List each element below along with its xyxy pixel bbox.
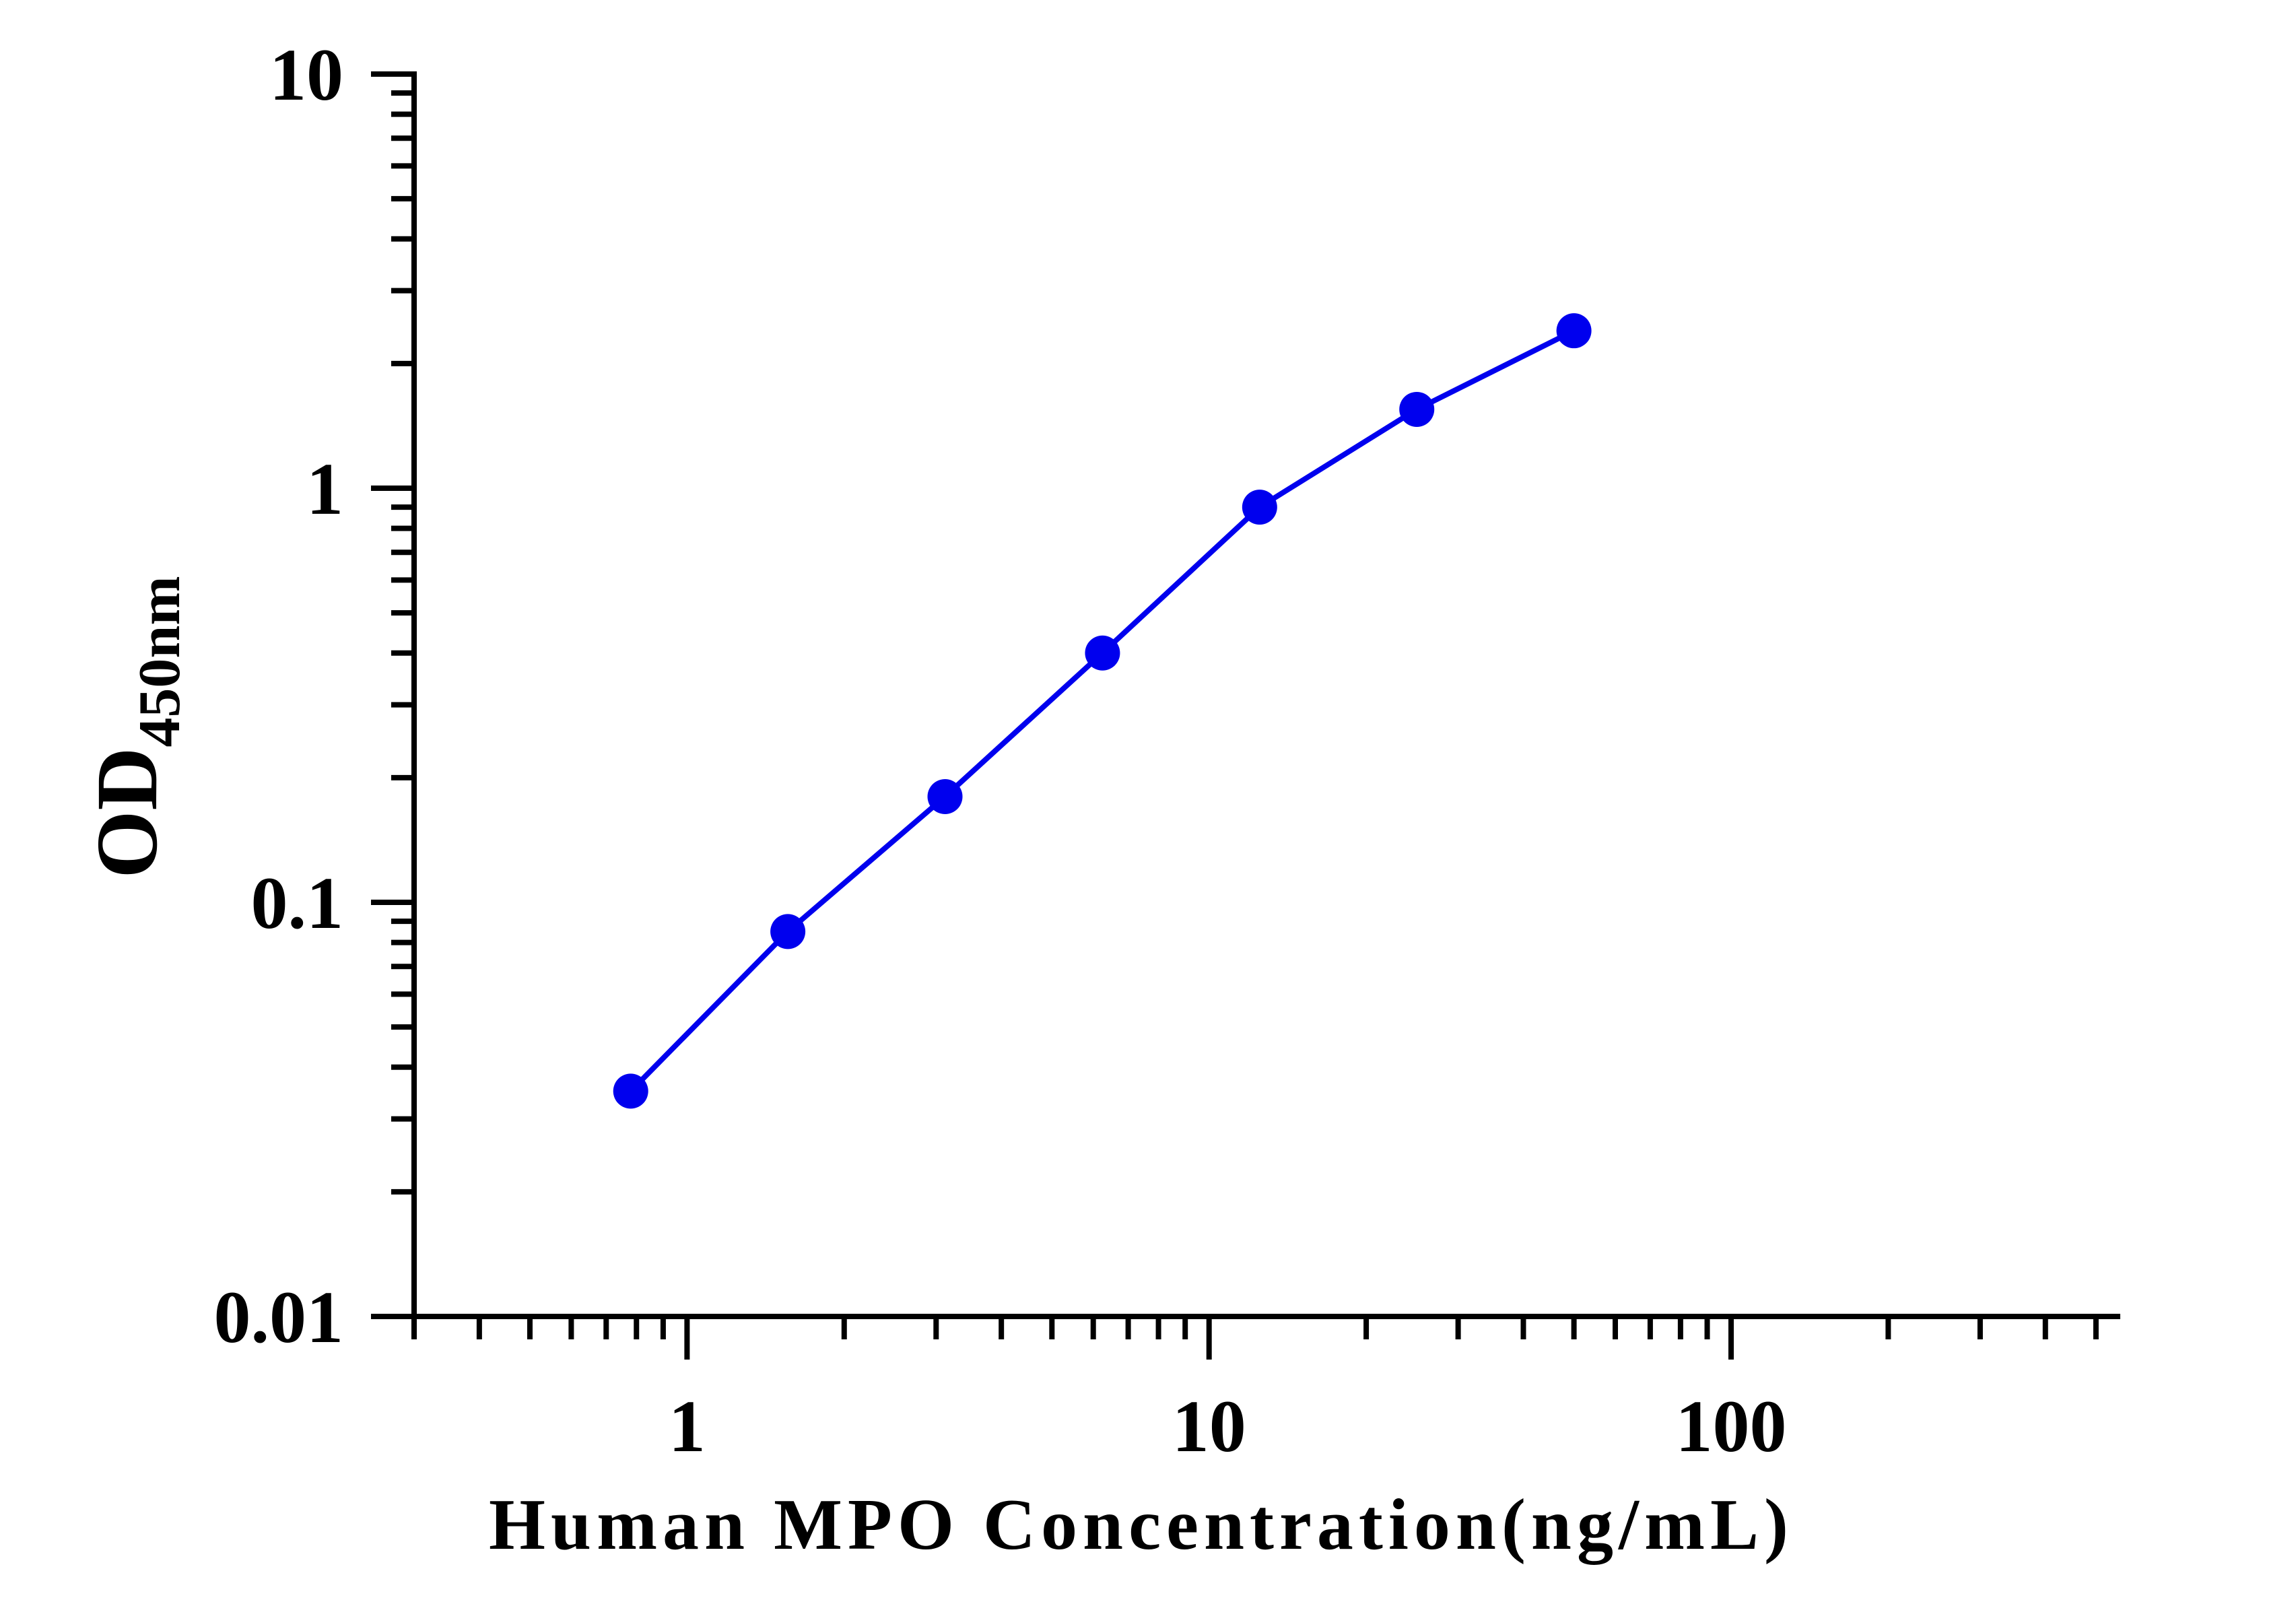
series-layer xyxy=(613,313,1592,1109)
x-tick-label: 10 xyxy=(1172,1385,1246,1467)
data-point xyxy=(613,1073,648,1109)
y-tick-label: 0.01 xyxy=(214,1276,344,1358)
axes: 0.01 0.1 1 10 1 10 100 xyxy=(214,34,2120,1467)
y-tick-label: 0.1 xyxy=(251,862,344,944)
y-axis-title-main: OD xyxy=(79,747,176,879)
data-point xyxy=(770,914,806,949)
data-point xyxy=(1556,313,1592,349)
y-tick-label: 10 xyxy=(269,34,343,116)
y-tick-label: 1 xyxy=(306,448,343,530)
data-point xyxy=(927,779,963,815)
data-point xyxy=(1242,490,1277,525)
y-axis-title-sub: 450nm xyxy=(127,576,193,747)
y-axis-title: OD450nm xyxy=(79,576,193,878)
x-tick-label: 100 xyxy=(1675,1385,1786,1467)
series-line xyxy=(628,328,1576,1094)
x-axis-title: Human MPO Concentration(ng/mL) xyxy=(489,1485,1794,1565)
data-point xyxy=(1399,391,1435,427)
data-point xyxy=(1085,635,1120,671)
x-tick-label: 1 xyxy=(669,1385,706,1467)
